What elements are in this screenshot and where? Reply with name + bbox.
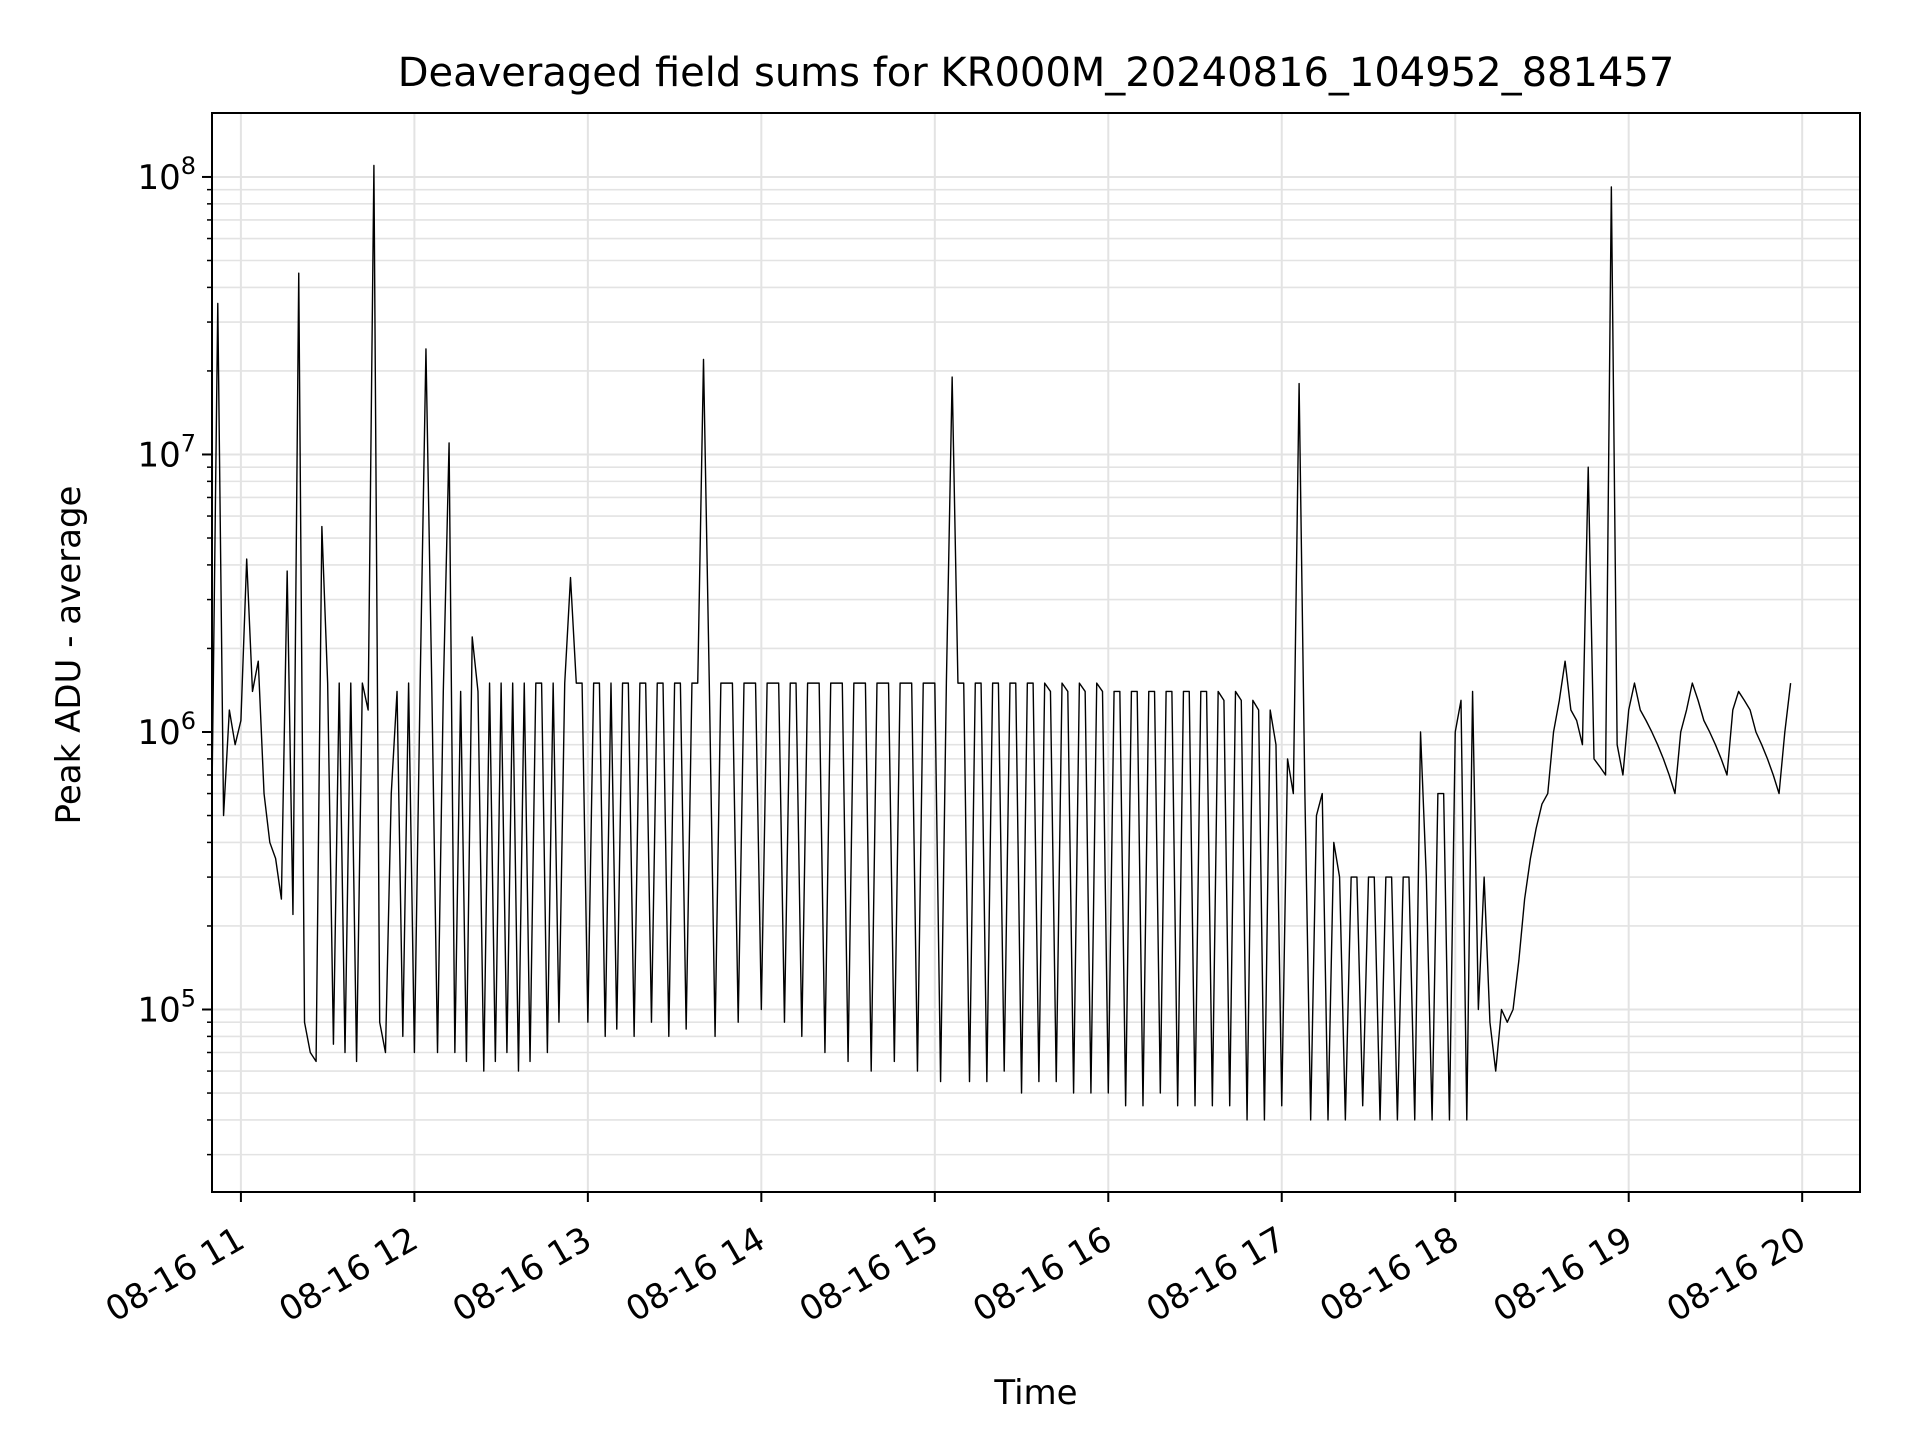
chart-title: Deaveraged field sums for KR000M_2024081…	[398, 50, 1675, 96]
x-axis-label: Time	[993, 1373, 1077, 1413]
y-tick-label: 108	[137, 152, 196, 198]
y-axis-label: Peak ADU - average	[49, 486, 89, 825]
y-tick-label: 106	[137, 707, 196, 753]
y-tick-label: 107	[137, 429, 196, 475]
plot-frame	[211, 112, 1861, 1193]
series-layer	[211, 164, 1792, 1121]
y-tick-label: 105	[137, 985, 196, 1031]
series-line	[211, 164, 1792, 1121]
